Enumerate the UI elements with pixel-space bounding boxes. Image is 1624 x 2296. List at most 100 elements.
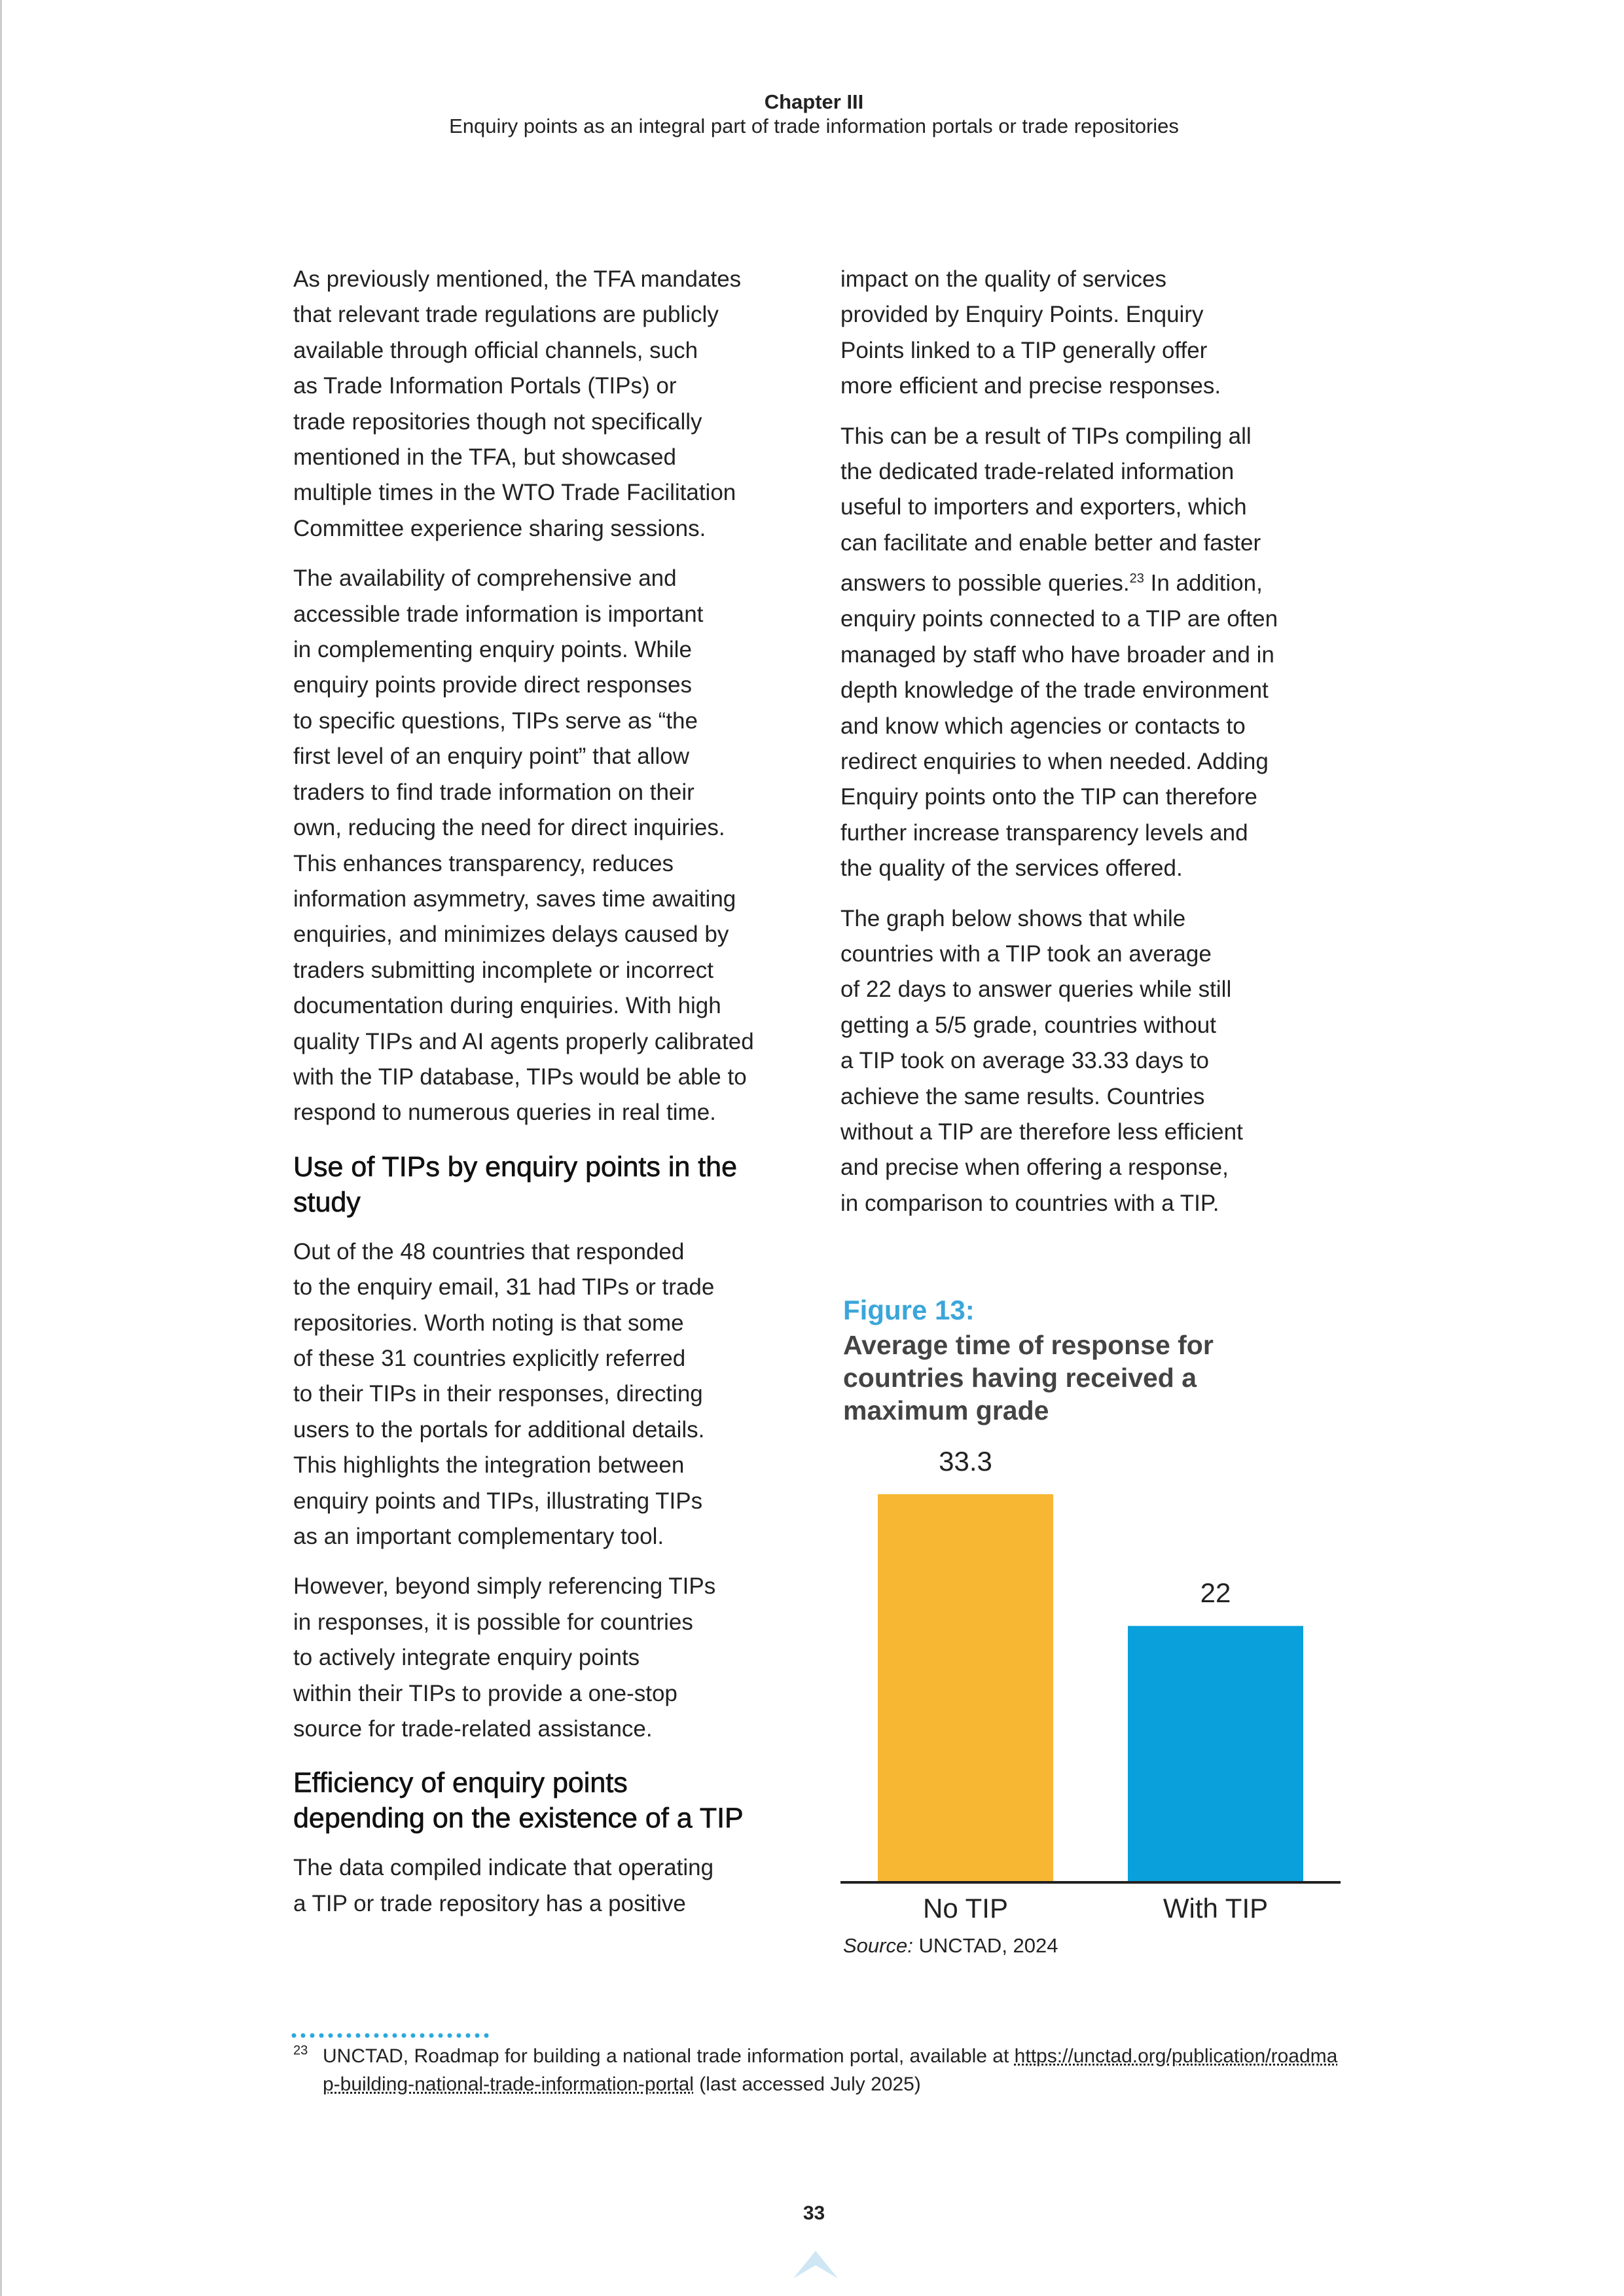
- text-line: However, beyond simply referencing TIPs: [293, 1573, 716, 1600]
- text-line: in complementing enquiry points. While: [293, 637, 692, 663]
- text-line: The availability of comprehensive and: [293, 565, 677, 592]
- text-line: of 22 days to answer queries while still: [840, 977, 1232, 1003]
- text-line: getting a 5/5 grade, countries without: [840, 1012, 1216, 1038]
- text-line: The graph below shows that while: [840, 905, 1186, 931]
- text-line: Committee experience sharing sessions.: [293, 515, 706, 541]
- text-line: accessible trade information is importan…: [293, 601, 704, 627]
- value-label: 33.3: [939, 1446, 992, 1477]
- heading: Efficiency of enquiry points depending on…: [293, 1765, 817, 1836]
- text-line: first level of an enquiry point” that al…: [293, 744, 690, 770]
- chart: 33.3 No TIP 22 With TIP: [840, 1446, 1341, 1924]
- text-line: that relevant trade regulations are publ…: [293, 302, 719, 328]
- text-line: managed by staff who have broader and in: [840, 641, 1274, 668]
- text-line: multiple times in the WTO Trade Facilita…: [293, 480, 736, 506]
- text-line: The data compiled indicate that operatin…: [293, 1855, 714, 1881]
- text-line: quality TIPs and AI agents properly cali…: [293, 1028, 754, 1054]
- text-line: without a TIP are therefore less efficie…: [840, 1119, 1243, 1145]
- text-line: within their TIPs to provide a one-stop: [293, 1680, 677, 1706]
- text-line: respond to numerous queries in real time…: [293, 1100, 716, 1126]
- text-line: This enhances transparency, reduces: [293, 850, 674, 876]
- text-line: with the TIP database, TIPs would be abl…: [293, 1064, 747, 1090]
- text-line: to their TIPs in their responses, direct…: [293, 1381, 703, 1407]
- text-line: and know which agencies or contacts to: [840, 713, 1246, 739]
- text-line: redirect enquiries to when needed. Addin…: [840, 748, 1269, 774]
- text-line: enquiry points provide direct responses: [293, 672, 692, 698]
- text-line: Points linked to a TIP generally offer: [840, 337, 1208, 363]
- text-line: the quality of the services offered.: [840, 855, 1183, 882]
- text-line: repositories. Worth noting is that some: [293, 1310, 684, 1336]
- text: In addition,: [1144, 570, 1263, 596]
- text-line: to the enquiry email, 31 had TIPs or tra…: [293, 1274, 715, 1300]
- text-line: documentation during enquiries. With hig…: [293, 993, 721, 1019]
- text-line: Efficiency of enquiry points: [293, 1767, 628, 1799]
- paragraph: However, beyond simply referencing TIPs i…: [293, 1569, 817, 1747]
- paragraph: The data compiled indicate that operatin…: [293, 1850, 817, 1922]
- text-line: a TIP or trade repository has a positive: [293, 1890, 686, 1916]
- paragraph: This can be a result of TIPs compiling a…: [840, 419, 1364, 887]
- footnote-after: (last accessed July 2025): [693, 2073, 921, 2095]
- text-line: trade repositories though not specifical…: [293, 408, 702, 435]
- back-to-top[interactable]: [791, 2242, 840, 2281]
- source-label: Source:: [843, 1934, 913, 1957]
- text-line: achieve the same results. Countries: [840, 1083, 1205, 1109]
- bar: [1128, 1626, 1303, 1882]
- text-line: impact on the quality of services: [840, 266, 1167, 292]
- text-line: as an important complementary tool.: [293, 1524, 664, 1549]
- text-line: provided by Enquiry Points. Enquiry: [840, 302, 1204, 328]
- text-line: This highlights the integration between: [293, 1452, 685, 1479]
- text-line: and precise when offering a response,: [840, 1155, 1229, 1181]
- text-line: own, reducing the need for direct inquir…: [293, 815, 725, 841]
- source-text: UNCTAD, 2024: [912, 1934, 1058, 1957]
- footnote: 23 UNCTAD, Roadmap for building a nation…: [293, 2042, 1347, 2098]
- text-line: enquiry points connected to a TIP are of…: [840, 606, 1278, 632]
- text-line: source for trade-related assistance.: [293, 1716, 653, 1742]
- text-line: further increase transparency levels and: [840, 819, 1248, 846]
- paragraph: Out of the 48 countries that responded to…: [293, 1234, 817, 1555]
- text-line: in responses, it is possible for countri…: [293, 1609, 693, 1635]
- text-line: available through official channels, suc…: [293, 337, 698, 363]
- chapter-label: Chapter III: [764, 90, 864, 113]
- text-line: to actively integrate enquiry points: [293, 1645, 640, 1671]
- text-line: answers to possible queries.23 In additi…: [840, 561, 1364, 601]
- text-line: in comparison to countries with a TIP.: [840, 1190, 1219, 1216]
- text-line: a TIP took on average 33.33 days to: [840, 1048, 1209, 1074]
- text-line: traders submitting incomplete or incorre…: [293, 957, 713, 983]
- footnote-body: UNCTAD, Roadmap for building a national …: [323, 2042, 1347, 2098]
- paragraph: As previously mentioned, the TFA mandate…: [293, 262, 817, 547]
- text-line: As previously mentioned, the TFA mandate…: [293, 266, 742, 292]
- text-line: countries with a TIP took an average: [840, 941, 1212, 967]
- text-line: users to the portals for additional deta…: [293, 1416, 705, 1443]
- heading: Use of TIPs by enquiry points in the stud…: [293, 1149, 817, 1220]
- text-line: information asymmetry, saves time awaiti…: [293, 886, 736, 912]
- text-line: depth knowledge of the trade environment: [840, 677, 1269, 704]
- text-line: depending on the existence of a TIP: [293, 1803, 744, 1835]
- chapter-subtitle: Enquiry points as an integral part of tr…: [449, 115, 1179, 137]
- paragraph: The graph below shows that while countrie…: [840, 901, 1364, 1222]
- text-line: to specific questions, TIPs serve as “th…: [293, 708, 698, 734]
- value-label: 22: [1200, 1577, 1231, 1608]
- text-line: the dedicated trade-related information: [840, 459, 1235, 485]
- text-line: Out of the 48 countries that responded: [293, 1238, 685, 1265]
- figure-source: Source: UNCTAD, 2024: [843, 1934, 1058, 1958]
- footnote-rule: [291, 2033, 493, 2038]
- bar: [878, 1494, 1053, 1882]
- text-line: of these 31 countries explicitly referre…: [293, 1345, 686, 1371]
- text-line: enquiry points and TIPs, illustrating TI…: [293, 1488, 703, 1514]
- x-tick-label: With TIP: [1163, 1893, 1268, 1924]
- text-line: can facilitate and enable better and fas…: [840, 529, 1261, 556]
- text-line: traders to find trade information on the…: [293, 779, 695, 805]
- figure-label: Figure 13:: [843, 1295, 975, 1325]
- footnote-link[interactable]: https://unctad.org/publication/roadmap-b…: [323, 2045, 1338, 2095]
- footnote-number: 23: [293, 2043, 308, 2058]
- text-line: Use of TIPs by enquiry points in the: [293, 1151, 738, 1183]
- text-line: study: [293, 1186, 361, 1218]
- left-column: As previously mentioned, the TFA mandate…: [293, 262, 817, 1936]
- chart-title: Average time of response for countries h…: [843, 1330, 1214, 1426]
- paragraph: The availability of comprehensive and acc…: [293, 561, 817, 1131]
- page-number: 33: [803, 2202, 825, 2224]
- text-line: Enquiry points onto the TIP can therefor…: [840, 784, 1257, 810]
- text: answers to possible queries.: [840, 570, 1130, 596]
- up-chevron: [793, 2251, 838, 2278]
- text-line: as Trade Information Portals (TIPs) or: [293, 373, 677, 399]
